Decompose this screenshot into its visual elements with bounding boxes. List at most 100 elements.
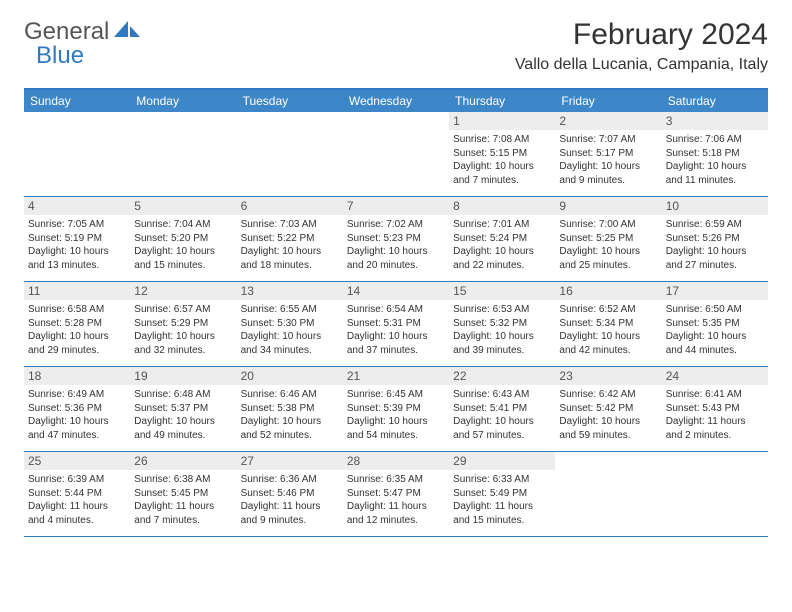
dl1-text: Daylight: 10 hours <box>347 415 445 429</box>
sunrise-text: Sunrise: 6:55 AM <box>241 303 339 317</box>
day-cell: 13Sunrise: 6:55 AMSunset: 5:30 PMDayligh… <box>237 282 343 366</box>
dl2-text: and 20 minutes. <box>347 259 445 273</box>
day-cell: 26Sunrise: 6:38 AMSunset: 5:45 PMDayligh… <box>130 452 236 536</box>
dl1-text: Daylight: 10 hours <box>666 330 764 344</box>
day-number: 14 <box>343 282 449 300</box>
sunrise-text: Sunrise: 7:03 AM <box>241 218 339 232</box>
day-number: 3 <box>662 112 768 130</box>
dl2-text: and 12 minutes. <box>347 514 445 528</box>
sunset-text: Sunset: 5:17 PM <box>559 147 657 161</box>
day-cell: 16Sunrise: 6:52 AMSunset: 5:34 PMDayligh… <box>555 282 661 366</box>
dl1-text: Daylight: 10 hours <box>666 160 764 174</box>
weekday-header: Thursday <box>449 90 555 112</box>
day-number: 15 <box>449 282 555 300</box>
day-cell: 7 Sunrise: 7:02 AMSunset: 5:23 PMDaylight… <box>343 197 449 281</box>
dl1-text: Daylight: 11 hours <box>666 415 764 429</box>
weekday-header: Saturday <box>662 90 768 112</box>
day-cell: 3Sunrise: 7:06 AMSunset: 5:18 PMDaylight… <box>662 112 768 196</box>
sunset-text: Sunset: 5:41 PM <box>453 402 551 416</box>
day-cell: 18Sunrise: 6:49 AMSunset: 5:36 PMDayligh… <box>24 367 130 451</box>
dl1-text: Daylight: 10 hours <box>453 160 551 174</box>
day-cell: 2Sunrise: 7:07 AMSunset: 5:17 PMDaylight… <box>555 112 661 196</box>
sunrise-text: Sunrise: 7:02 AM <box>347 218 445 232</box>
sunset-text: Sunset: 5:15 PM <box>453 147 551 161</box>
sunset-text: Sunset: 5:34 PM <box>559 317 657 331</box>
day-cell: 20Sunrise: 6:46 AMSunset: 5:38 PMDayligh… <box>237 367 343 451</box>
day-cell: 15Sunrise: 6:53 AMSunset: 5:32 PMDayligh… <box>449 282 555 366</box>
sunset-text: Sunset: 5:30 PM <box>241 317 339 331</box>
sunrise-text: Sunrise: 6:35 AM <box>347 473 445 487</box>
dl2-text: and 4 minutes. <box>28 514 126 528</box>
weekday-header: Friday <box>555 90 661 112</box>
sunset-text: Sunset: 5:23 PM <box>347 232 445 246</box>
sunrise-text: Sunrise: 6:36 AM <box>241 473 339 487</box>
dl2-text: and 52 minutes. <box>241 429 339 443</box>
day-cell: 29Sunrise: 6:33 AMSunset: 5:49 PMDayligh… <box>449 452 555 536</box>
sunrise-text: Sunrise: 6:59 AM <box>666 218 764 232</box>
sunrise-text: Sunrise: 7:08 AM <box>453 133 551 147</box>
dl2-text: and 37 minutes. <box>347 344 445 358</box>
dl2-text: and 7 minutes. <box>453 174 551 188</box>
day-cell: 5Sunrise: 7:04 AMSunset: 5:20 PMDaylight… <box>130 197 236 281</box>
week-row: 18Sunrise: 6:49 AMSunset: 5:36 PMDayligh… <box>24 367 768 452</box>
day-number: 22 <box>449 367 555 385</box>
day-cell: 22Sunrise: 6:43 AMSunset: 5:41 PMDayligh… <box>449 367 555 451</box>
sunset-text: Sunset: 5:47 PM <box>347 487 445 501</box>
dl1-text: Daylight: 10 hours <box>559 415 657 429</box>
day-number: 7 <box>343 197 449 215</box>
day-number: 18 <box>24 367 130 385</box>
dl2-text: and 49 minutes. <box>134 429 232 443</box>
header: General Blue February 2024 Vallo della L… <box>0 0 792 82</box>
sunrise-text: Sunrise: 7:05 AM <box>28 218 126 232</box>
day-number: 4 <box>24 197 130 215</box>
day-number: 6 <box>237 197 343 215</box>
dl1-text: Daylight: 10 hours <box>241 415 339 429</box>
dl2-text: and 42 minutes. <box>559 344 657 358</box>
week-row: 1Sunrise: 7:08 AMSunset: 5:15 PMDaylight… <box>24 112 768 197</box>
dl1-text: Daylight: 11 hours <box>241 500 339 514</box>
day-cell: 9Sunrise: 7:00 AMSunset: 5:25 PMDaylight… <box>555 197 661 281</box>
weekday-header-row: Sunday Monday Tuesday Wednesday Thursday… <box>24 90 768 112</box>
dl1-text: Daylight: 11 hours <box>134 500 232 514</box>
dl1-text: Daylight: 10 hours <box>347 330 445 344</box>
day-number: 10 <box>662 197 768 215</box>
dl2-text: and 54 minutes. <box>347 429 445 443</box>
day-number: 16 <box>555 282 661 300</box>
day-number: 11 <box>24 282 130 300</box>
sunset-text: Sunset: 5:44 PM <box>28 487 126 501</box>
day-cell: 8Sunrise: 7:01 AMSunset: 5:24 PMDaylight… <box>449 197 555 281</box>
dl2-text: and 25 minutes. <box>559 259 657 273</box>
sunset-text: Sunset: 5:39 PM <box>347 402 445 416</box>
sunset-text: Sunset: 5:32 PM <box>453 317 551 331</box>
sunset-text: Sunset: 5:26 PM <box>666 232 764 246</box>
day-cell: 10Sunrise: 6:59 AMSunset: 5:26 PMDayligh… <box>662 197 768 281</box>
day-number: 12 <box>130 282 236 300</box>
sunset-text: Sunset: 5:35 PM <box>666 317 764 331</box>
dl1-text: Daylight: 10 hours <box>453 415 551 429</box>
sunrise-text: Sunrise: 6:33 AM <box>453 473 551 487</box>
dl1-text: Daylight: 10 hours <box>453 330 551 344</box>
day-cell: 4Sunrise: 7:05 AMSunset: 5:19 PMDaylight… <box>24 197 130 281</box>
dl1-text: Daylight: 10 hours <box>347 245 445 259</box>
sunrise-text: Sunrise: 6:54 AM <box>347 303 445 317</box>
day-number: 8 <box>449 197 555 215</box>
day-cell: 25Sunrise: 6:39 AMSunset: 5:44 PMDayligh… <box>24 452 130 536</box>
day-cell: 12Sunrise: 6:57 AMSunset: 5:29 PMDayligh… <box>130 282 236 366</box>
day-number: 23 <box>555 367 661 385</box>
week-row: 4Sunrise: 7:05 AMSunset: 5:19 PMDaylight… <box>24 197 768 282</box>
dl1-text: Daylight: 10 hours <box>134 245 232 259</box>
brand-part2: Blue <box>36 42 140 70</box>
sunrise-text: Sunrise: 6:39 AM <box>28 473 126 487</box>
day-number: 13 <box>237 282 343 300</box>
day-number: 9 <box>555 197 661 215</box>
sunset-text: Sunset: 5:28 PM <box>28 317 126 331</box>
dl2-text: and 22 minutes. <box>453 259 551 273</box>
day-number: 19 <box>130 367 236 385</box>
sunset-text: Sunset: 5:36 PM <box>28 402 126 416</box>
dl1-text: Daylight: 10 hours <box>28 330 126 344</box>
sunrise-text: Sunrise: 6:57 AM <box>134 303 232 317</box>
sunrise-text: Sunrise: 6:50 AM <box>666 303 764 317</box>
dl1-text: Daylight: 11 hours <box>347 500 445 514</box>
dl1-text: Daylight: 10 hours <box>134 415 232 429</box>
day-cell <box>343 112 449 196</box>
